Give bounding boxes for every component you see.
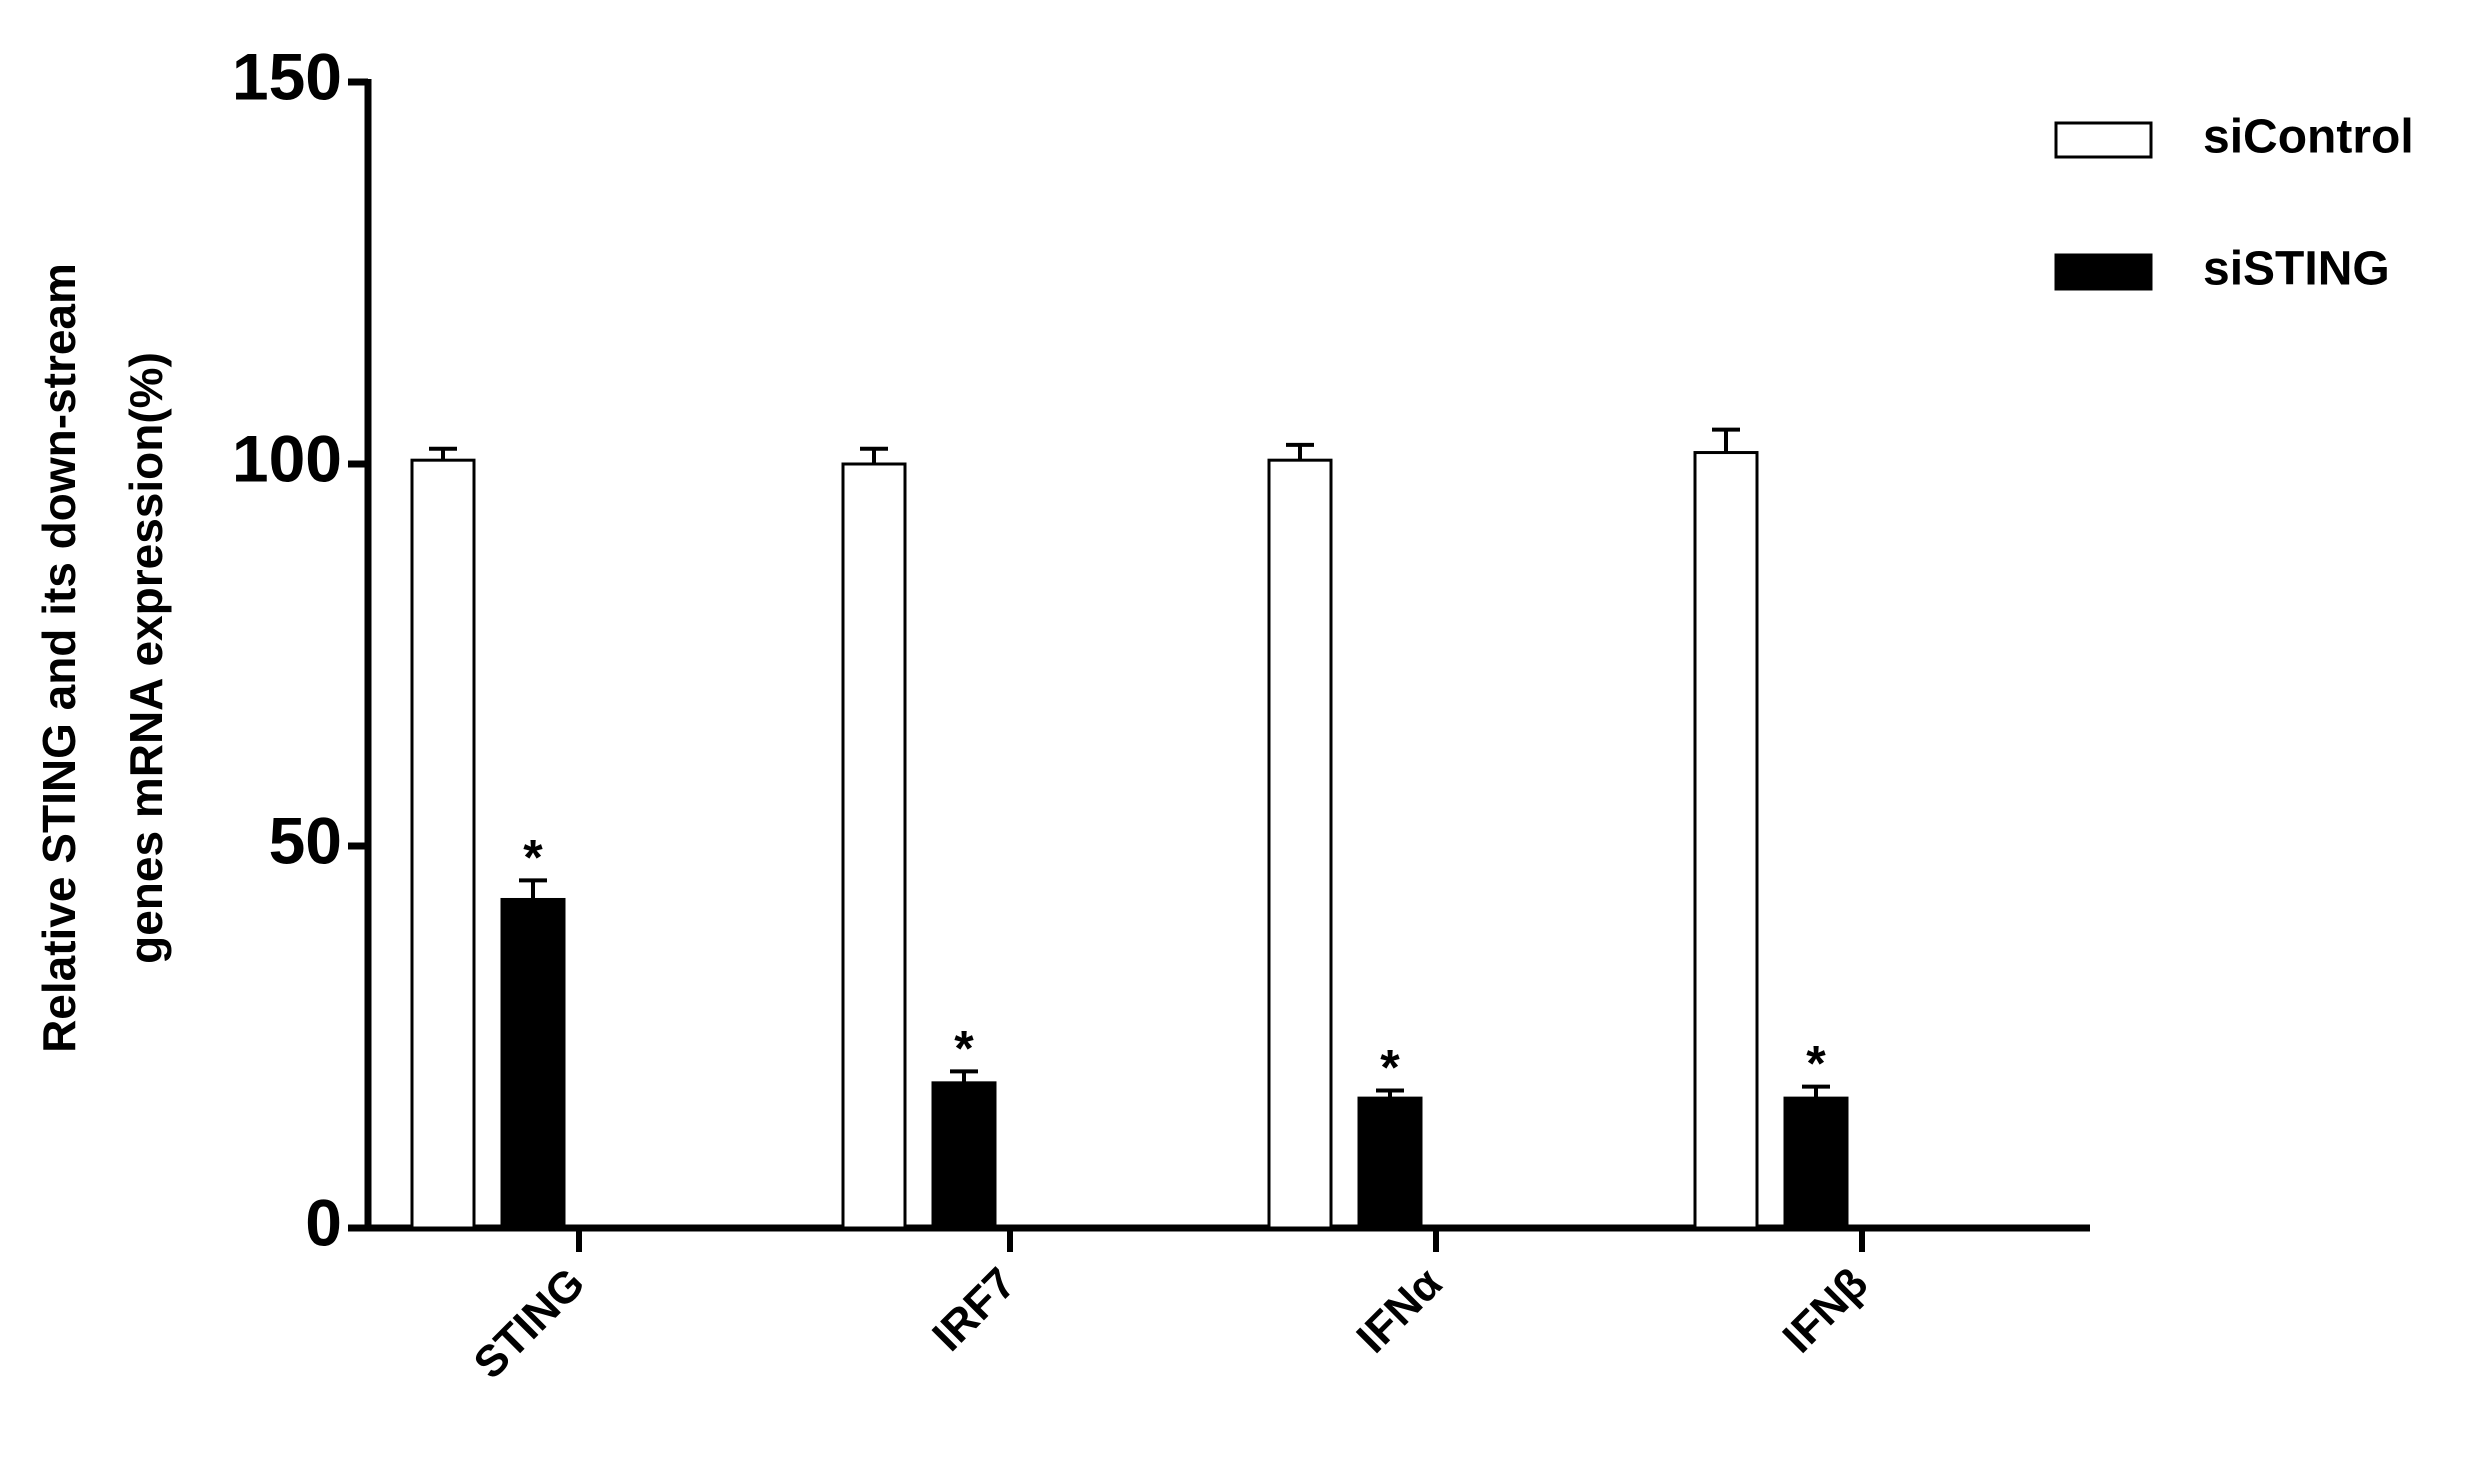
x-tick-label: IFNα [1347,1259,1451,1363]
y-tick-label: 0 [305,1185,342,1259]
legend-label: siControl [2203,111,2414,164]
legend-swatch [2054,121,2153,159]
y-tick-label: 100 [232,421,342,495]
y-tick-label: 150 [232,39,342,113]
significance-marker: * [1806,1036,1826,1092]
bar [1267,458,1333,1230]
bar [931,1081,997,1230]
significance-marker: * [954,1020,974,1076]
significance-marker: * [1380,1039,1400,1095]
bar [1357,1096,1423,1230]
significance-marker: * [523,829,543,885]
bar [500,897,566,1230]
y-axis-label: genes mRNA expression(%) [120,352,172,964]
legend-swatch [2054,253,2153,291]
x-tick-label: IRF7 [923,1259,1025,1361]
bar [841,462,907,1230]
legend-label: siSTING [2203,243,2390,296]
y-axis-label: Relative STING and its down-stream [33,263,85,1053]
y-tick-label: 50 [269,803,342,877]
x-tick-label: STING [465,1259,595,1389]
bar [1783,1096,1849,1230]
x-tick-label: IFNβ [1774,1259,1878,1363]
bar [1693,451,1759,1230]
bar [410,458,476,1230]
